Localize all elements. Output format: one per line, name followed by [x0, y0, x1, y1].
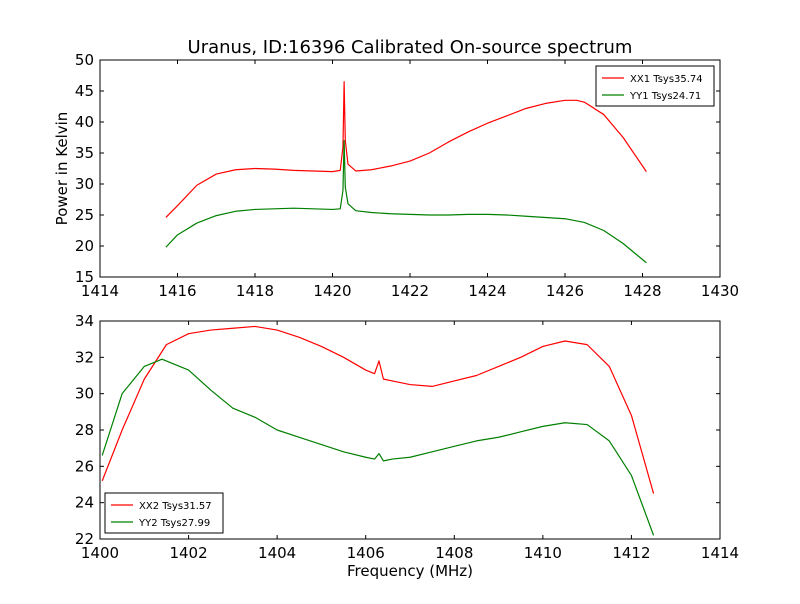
y-tick-label: 34 [75, 312, 94, 330]
y-tick-label: 40 [75, 113, 94, 131]
y-tick-label: 30 [75, 385, 94, 403]
series-line-xx [165, 81, 647, 218]
legend-label: YY2 Tsys27.99 [138, 518, 210, 529]
top-spectrum-plot: 1414 1416 1418 1420 1422 1424 1426 1428 1430 15 20… [53, 51, 739, 300]
x-tick-label: 1402 [169, 544, 207, 562]
y-tick-label: 35 [75, 144, 94, 162]
x-tick-label: 1412 [612, 544, 650, 562]
y-tick-label: 30 [75, 175, 94, 193]
x-tick-label: 1414 [701, 544, 739, 562]
y-tick-label: 45 [75, 82, 94, 100]
series-line-xx [101, 325, 655, 494]
x-tick-label: 1416 [158, 282, 196, 300]
legend-box [595, 65, 715, 107]
y-tick-label: 22 [75, 530, 94, 548]
x-tick-label: 1424 [468, 282, 506, 300]
figure-title: Uranus, ID:16396 Calibrated On-source sp… [188, 37, 633, 58]
x-tick-label: 1428 [623, 282, 661, 300]
x-tick-label: 1420 [313, 282, 351, 300]
figure-xlabel: Frequency (MHz) [347, 562, 473, 580]
x-tick-label: 1430 [701, 282, 739, 300]
x-tick-label: 1422 [391, 282, 429, 300]
x-tick-label: 1406 [347, 544, 385, 562]
legend: XX2 Tsys31.57 YY2 Tsys27.99 [104, 492, 224, 534]
legend-box [104, 492, 224, 534]
legend-label: YY1 Tsys24.71 [629, 91, 701, 102]
y-tick-label: 25 [75, 206, 94, 224]
y-tick-label: 24 [75, 494, 94, 512]
series-group [101, 325, 655, 536]
x-tick-label: 1414 [81, 282, 119, 300]
x-tick-label: 1408 [435, 544, 473, 562]
legend: XX1 Tsys35.74 YY1 Tsys24.71 [595, 65, 715, 107]
y-tick-label: 32 [75, 348, 94, 366]
legend-label: XX1 Tsys35.74 [630, 74, 703, 85]
y-tick-label: 50 [75, 51, 94, 69]
y-tick-label: 26 [75, 457, 94, 475]
y-tick-label: 20 [75, 237, 94, 255]
series-line-yy [165, 140, 647, 264]
x-tick-label: 1418 [236, 282, 274, 300]
legend-label: XX2 Tsys31.57 [139, 501, 212, 512]
x-tick-label: 1426 [546, 282, 584, 300]
series-line-yy [101, 358, 655, 536]
x-tick-label: 1400 [81, 544, 119, 562]
x-tick-label: 1404 [258, 544, 296, 562]
x-tick-label: 1410 [524, 544, 562, 562]
y-tick-label: 15 [75, 268, 94, 286]
bottom-spectrum-plot: 1400 1402 1404 1406 1408 1410 1412 1414 22 24 26 28… [75, 312, 739, 562]
series-group [165, 81, 647, 264]
y-axis-label: Power in Kelvin [53, 112, 71, 226]
y-tick-label: 28 [75, 421, 94, 439]
